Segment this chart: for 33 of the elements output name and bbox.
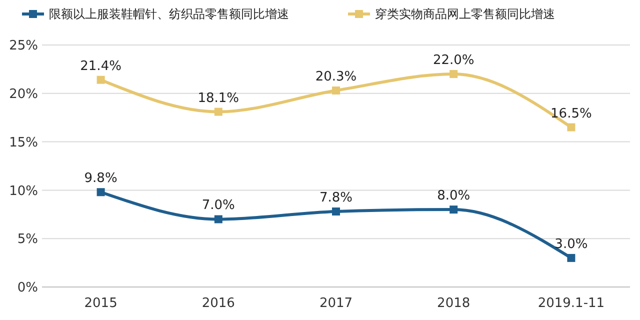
y-tick-label: 0%	[17, 280, 38, 296]
x-tick-label: 2019.1-11	[538, 296, 605, 311]
data-label: 8.0%	[437, 188, 470, 204]
x-tick-label: 2016	[202, 296, 235, 311]
point	[450, 70, 458, 78]
data-label: 3.0%	[554, 236, 588, 252]
y-tick-label: 20%	[9, 86, 38, 102]
data-label: 20.3%	[315, 69, 357, 84]
point	[96, 76, 105, 84]
point	[567, 254, 576, 262]
x-tick-label: 2018	[437, 296, 470, 311]
point	[214, 108, 222, 116]
data-label: 7.0%	[202, 198, 235, 214]
data-label: 22.0%	[432, 53, 474, 68]
y-tick-label: 25%	[9, 38, 38, 54]
legend-label: 穿类实物商品网上零售额同比增速	[375, 7, 555, 22]
data-label: 9.8%	[84, 171, 118, 186]
point	[214, 215, 222, 224]
data-label: 18.1%	[198, 90, 240, 106]
data-label: 21.4%	[80, 58, 122, 74]
x-tick-label: 2017	[319, 296, 353, 311]
point	[567, 123, 576, 132]
y-tick-label: 10%	[9, 184, 38, 199]
point	[332, 207, 340, 216]
data-label: 7.8%	[319, 190, 353, 206]
point	[332, 86, 340, 94]
point	[96, 188, 105, 196]
y-tick-label: 5%	[17, 232, 38, 248]
point	[450, 206, 458, 214]
data-label: 16.5%	[550, 106, 592, 122]
x-tick-label: 2015	[84, 296, 118, 311]
legend-label: 限额以上服装鞋帽针、纺织品零售额同比增速	[49, 7, 289, 22]
y-tick-label: 15%	[9, 135, 38, 150]
